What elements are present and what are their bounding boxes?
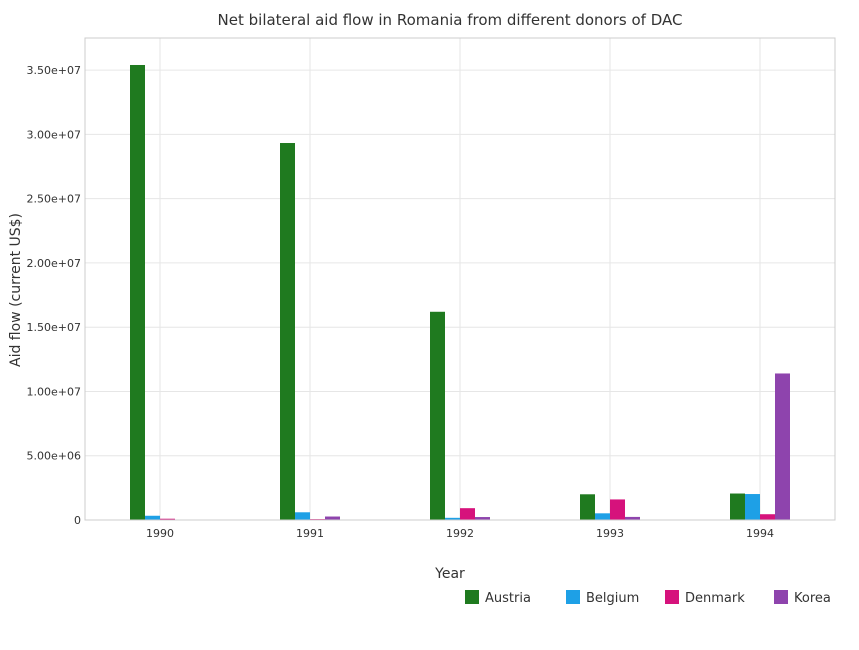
x-tick-label: 1994: [746, 527, 774, 540]
bar-belgium-1994: [745, 494, 760, 520]
x-tick-label: 1990: [146, 527, 174, 540]
bar-korea-1994: [775, 373, 790, 520]
bar-korea-1991: [325, 516, 340, 520]
bar-austria-1992: [430, 311, 445, 520]
bar-belgium-1990: [145, 515, 160, 520]
legend-swatch-austria: [465, 590, 479, 604]
bar-denmark-1994: [760, 514, 775, 520]
chart-title: Net bilateral aid flow in Romania from d…: [218, 11, 683, 29]
legend-label-korea: Korea: [794, 591, 831, 606]
bar-austria-1994: [730, 493, 745, 520]
y-tick-label: 2.00e+07: [27, 257, 81, 270]
bar-denmark-1992: [460, 508, 475, 520]
y-axis-label: Aid flow (current US$): [8, 213, 24, 367]
y-tick-label: 2.50e+07: [27, 193, 81, 206]
legend-swatch-belgium: [566, 590, 580, 604]
bar-belgium-1992: [445, 517, 460, 520]
legend-label-austria: Austria: [485, 591, 531, 606]
legend-label-denmark: Denmark: [685, 591, 745, 606]
bar-austria-1990: [130, 64, 145, 520]
y-tick-label: 1.00e+07: [27, 385, 81, 398]
legend-swatch-korea: [774, 590, 788, 604]
bar-belgium-1993: [595, 513, 610, 520]
y-tick-label: 3.50e+07: [27, 64, 81, 77]
bar-korea-1992: [475, 517, 490, 520]
x-tick-label: 1992: [446, 527, 474, 540]
x-tick-label: 1991: [296, 527, 324, 540]
bars: [130, 64, 790, 521]
bar-korea-1993: [625, 516, 640, 520]
y-tick-label: 5.00e+06: [27, 450, 81, 463]
bar-denmark-1990: [160, 518, 175, 520]
bar-austria-1993: [580, 494, 595, 520]
x-tick-label: 1993: [596, 527, 624, 540]
axes: 0 5.00e+06 1.00e+07 1.50e+07 2.00e+07 2.50e+0…: [27, 37, 836, 540]
y-tick-label: 3.00e+07: [27, 128, 81, 141]
bar-denmark-1993: [610, 499, 625, 520]
bar-austria-1991: [280, 143, 295, 521]
y-tick-label: 1.50e+07: [27, 321, 81, 334]
legend: Austria Belgium Denmark Korea: [465, 590, 831, 606]
grid-lines: [85, 38, 835, 521]
x-axis-label: Year: [434, 566, 465, 582]
plot-border: [84, 37, 836, 521]
y-tick-label: 0: [74, 514, 81, 527]
legend-swatch-denmark: [665, 590, 679, 604]
legend-label-belgium: Belgium: [586, 591, 639, 606]
bar-belgium-1991: [295, 512, 310, 520]
